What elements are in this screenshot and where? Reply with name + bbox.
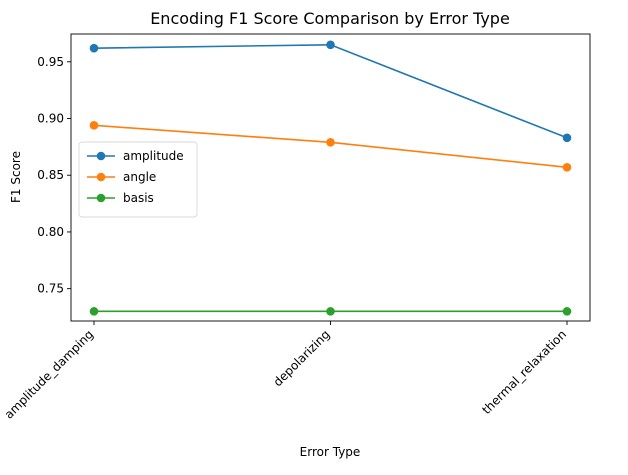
legend-label-amplitude: amplitude: [123, 149, 184, 163]
data-point-angle-2: [326, 138, 335, 147]
data-point-basis-2: [326, 307, 335, 316]
data-point-amplitude-1: [89, 43, 99, 53]
y-tick-label: 0.90: [37, 112, 64, 126]
legend-marker-basis: [96, 193, 106, 203]
y-tick-label: 0.75: [37, 282, 64, 296]
data-point-angle-3: [562, 162, 572, 172]
y-tick-label: 0.80: [37, 225, 64, 239]
legend: amplitude angle basis: [78, 141, 198, 218]
data-point-basis-1: [89, 307, 99, 316]
chart-title: Encoding F1 Score Comparison by Error Ty…: [150, 9, 510, 28]
y-axis-label: F1 Score: [9, 151, 23, 203]
x-axis-label: Error Type: [300, 445, 361, 459]
data-point-basis-3: [562, 307, 572, 316]
y-tick-label: 0.95: [37, 55, 64, 69]
y-tick-label: 0.85: [37, 168, 64, 182]
legend-marker-angle: [96, 172, 106, 182]
data-point-amplitude-3: [562, 133, 572, 143]
data-point-angle-1: [89, 121, 99, 130]
data-point-amplitude-2: [326, 40, 335, 50]
legend-label-basis: basis: [123, 191, 154, 205]
legend-marker-amplitude: [96, 151, 106, 161]
legend-label-angle: angle: [123, 170, 156, 184]
